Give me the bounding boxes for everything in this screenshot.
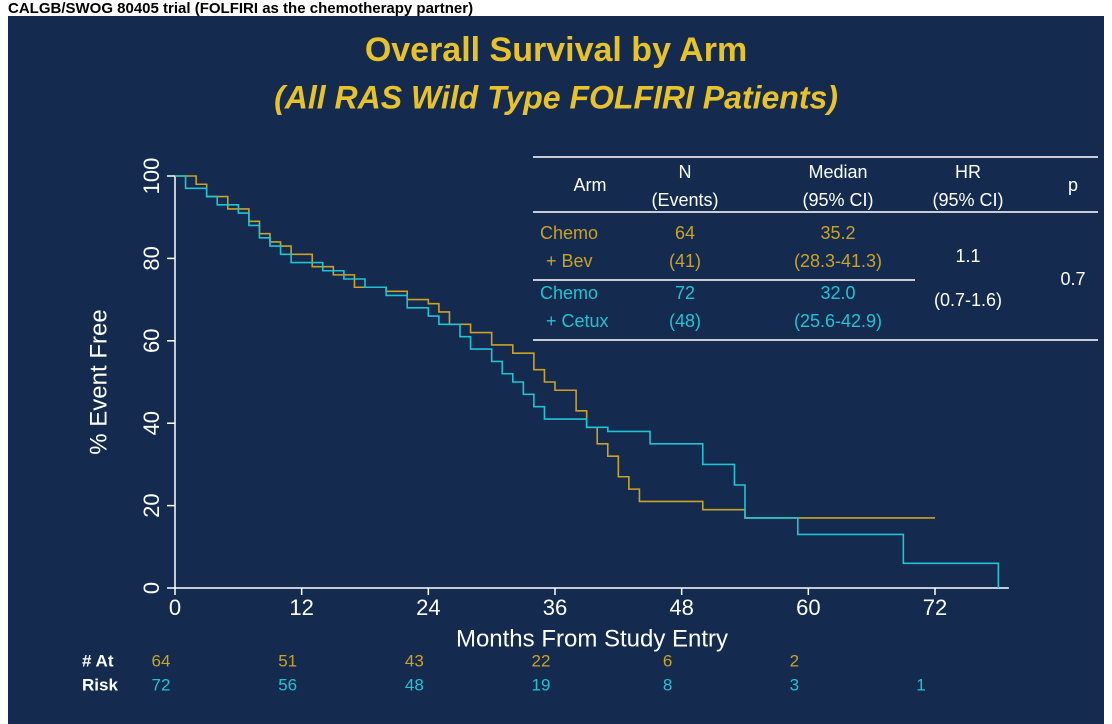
at-risk-count: 22 <box>532 651 551 670</box>
at-risk-count: 8 <box>663 675 672 694</box>
at-risk-count: 3 <box>790 675 799 694</box>
at-risk-count: 2 <box>790 651 799 670</box>
x-tick-label: 24 <box>416 595 440 620</box>
y-tick-label: 20 <box>139 493 164 517</box>
y-tick-label: 60 <box>139 329 164 353</box>
table-arm: + Bev <box>546 251 593 271</box>
table-n: (41) <box>669 251 701 271</box>
table-median: 32.0 <box>820 283 855 303</box>
x-axis-label: Months From Study Entry <box>456 625 728 652</box>
x-tick-label: 48 <box>669 595 693 620</box>
at-risk-count: 48 <box>405 675 424 694</box>
at-risk-count: 56 <box>278 675 297 694</box>
table-hr: (0.7-1.6) <box>934 290 1002 310</box>
table-header: HR <box>955 162 981 182</box>
at-risk-label: Risk <box>82 675 118 694</box>
table-n: (48) <box>669 311 701 331</box>
table-n: 72 <box>675 283 695 303</box>
at-risk-count: 43 <box>405 651 424 670</box>
x-tick-label: 36 <box>543 595 567 620</box>
y-tick-label: 100 <box>139 158 164 195</box>
x-tick-label: 72 <box>923 595 947 620</box>
table-arm: + Cetux <box>546 311 609 331</box>
table-arm: Chemo <box>540 283 598 303</box>
panel <box>8 16 1104 724</box>
at-risk-count: 64 <box>152 651 171 670</box>
at-risk-count: 6 <box>663 651 672 670</box>
table-header: N <box>679 162 692 182</box>
y-tick-label: 40 <box>139 411 164 435</box>
survival-curve <box>175 175 935 519</box>
x-tick-label: 60 <box>796 595 820 620</box>
x-tick-label: 0 <box>169 595 181 620</box>
table-header: (95% CI) <box>932 190 1003 210</box>
table-header: (Events) <box>651 190 718 210</box>
table-header: (95% CI) <box>802 190 873 210</box>
survival-curve <box>175 175 1000 588</box>
at-risk-count: 1 <box>916 675 925 694</box>
y-axis-label: % Event Free <box>85 309 112 454</box>
table-header: Median <box>808 162 867 182</box>
x-tick-label: 12 <box>289 595 313 620</box>
table-p: 0.7 <box>1060 269 1085 289</box>
at-risk-label: # At <box>82 651 114 670</box>
chart-title: Overall Survival by Arm <box>365 31 747 69</box>
y-tick-label: 80 <box>139 246 164 270</box>
at-risk-count: 19 <box>532 675 551 694</box>
at-risk-count: 51 <box>278 651 297 670</box>
table-hr: 1.1 <box>955 246 980 266</box>
table-header: Arm <box>574 175 607 195</box>
page-header: CALGB/SWOG 80405 trial (FOLFIRI as the c… <box>8 0 473 17</box>
table-median: (28.3-41.3) <box>794 251 882 271</box>
table-header: p <box>1068 175 1078 195</box>
table-median: 35.2 <box>820 223 855 243</box>
y-tick-label: 0 <box>139 582 164 594</box>
table-arm: Chemo <box>540 223 598 243</box>
at-risk-count: 72 <box>152 675 171 694</box>
table-n: 64 <box>675 223 695 243</box>
chart-subtitle: (All RAS Wild Type FOLFIRI Patients) <box>274 79 838 115</box>
table-median: (25.6-42.9) <box>794 311 882 331</box>
